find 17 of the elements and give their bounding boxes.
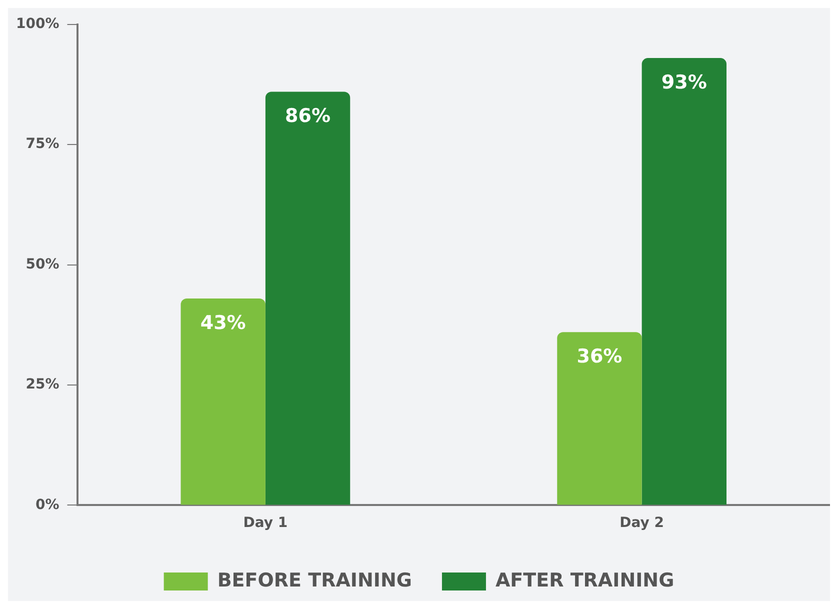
bar	[265, 92, 350, 505]
text: 43%	[200, 312, 246, 334]
x-tick-label: Day 1	[243, 515, 288, 532]
text: 93%	[661, 71, 707, 94]
y-tick-label: 25%	[26, 376, 60, 393]
y-tick-label: 75%	[26, 136, 60, 152]
text: 36%	[576, 346, 622, 368]
bar	[180, 298, 266, 505]
x-tick-label: Day 2	[620, 515, 664, 532]
legend-label: BEFORE TRAINING	[217, 569, 412, 592]
legend-label: AFTER TRAINING	[495, 569, 674, 592]
y-tick-label: 100%	[16, 16, 60, 32]
bar	[557, 332, 642, 505]
y-tick-label: 0%	[35, 496, 60, 513]
text: 86%	[285, 105, 331, 128]
bar	[642, 58, 726, 505]
y-tick-label: 50%	[26, 256, 60, 272]
